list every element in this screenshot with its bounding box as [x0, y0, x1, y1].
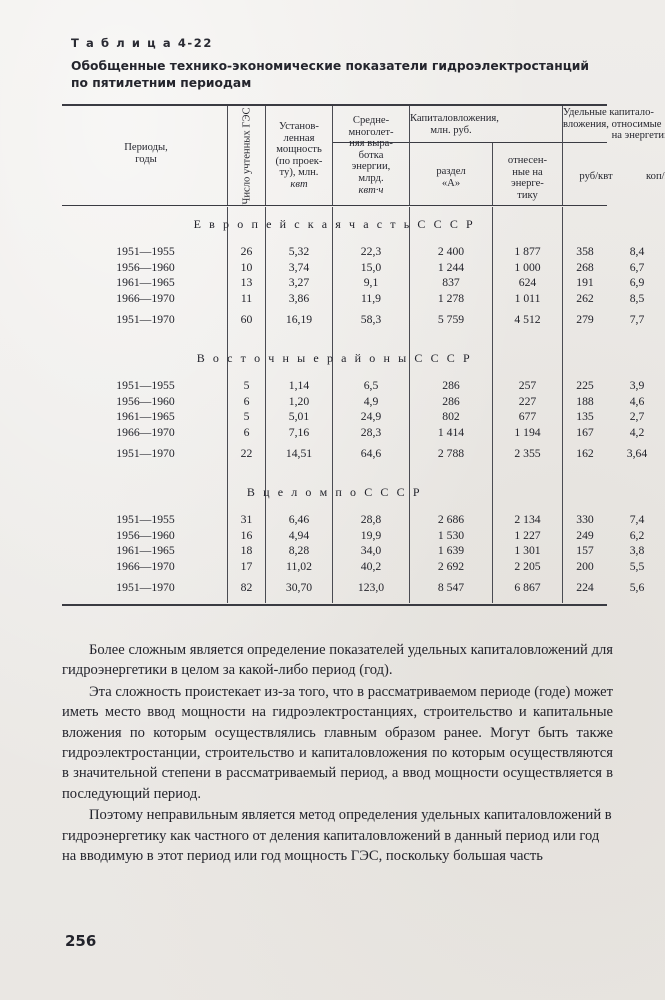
- header-rub-per-kvt: руб/квт: [579, 171, 613, 182]
- table-row: 1961—1965 18 8,28 34,0 1 639 1 301 157 3…: [116, 544, 645, 558]
- table-title-line-1: Обобщенные технико-экономические показат…: [71, 59, 590, 73]
- header-capital-investment-group: Капиталовложения, млн. руб.: [410, 113, 499, 136]
- body-rule-4: [409, 207, 411, 603]
- body-rule-1: [227, 207, 229, 603]
- table-top-rule: [62, 104, 607, 106]
- col-rule-5: [492, 143, 494, 205]
- section-title-european: Е в р о п е й с к а я ч а с т ь С С С Р: [193, 217, 476, 231]
- paragraph-3: Поэтому неправильным является метод опре…: [62, 807, 612, 865]
- col-rule-3: [332, 106, 334, 205]
- paragraph-2: Эта сложность проистекает из-за того, чт…: [62, 683, 613, 802]
- table-row: 1951—1955 26 5,32 22,3 2 400 1 877 358 8…: [116, 245, 645, 258]
- table-row: 1951—1955 31 6,46 28,8 2 686 2 134 330 7…: [116, 513, 645, 526]
- body-rule-2: [265, 207, 267, 603]
- col-rule-2: [265, 106, 267, 205]
- table-title: Обобщенные технико-экономические показат…: [71, 58, 596, 91]
- paragraph-1: Более сложным является определение показ…: [62, 642, 613, 679]
- page-content: Т а б л и ц а 4-22 Обобщенные технико-эк…: [62, 0, 665, 1000]
- body-rule-6: [562, 207, 564, 603]
- section-title-ussr-total: В ц е л о м п о С С С Р: [246, 485, 423, 499]
- col-rule-6: [562, 106, 564, 205]
- header-installed-capacity: Установ- ленная мощность (по проек- ту),…: [275, 121, 323, 190]
- table-row: 1961—1965 13 3,27 9,1 837 624 191 6,9: [116, 276, 645, 290]
- table-bottom-rule: [62, 604, 607, 607]
- body-text: Более сложным является определение показ…: [62, 640, 613, 867]
- header-mid-rule: [332, 142, 607, 144]
- table-number: Т а б л и ц а 4-22: [71, 36, 214, 50]
- data-table: Периоды, годы Число учтенных ГЭС Установ…: [62, 104, 665, 607]
- page-number: 256: [65, 932, 97, 950]
- col-rule-1: [227, 106, 229, 205]
- header-average-output: Средне- многолет- няя выра- ботка энерги…: [348, 115, 394, 196]
- table-row: 1956—1960 10 3,74 15,0 1 244 1 000 268 6…: [116, 260, 645, 274]
- header-kop-per-kvtch: коп/квт·ч: [646, 171, 665, 182]
- header-periods: Периоды, годы: [124, 142, 168, 165]
- table-row: 1961—1965 5 5,01 24,9 802 677 135 2,7: [116, 410, 645, 424]
- table-title-line-2: по пятилетним периодам: [71, 75, 252, 90]
- header-bottom-rule: [62, 205, 607, 207]
- table-row-total: 1951—1970 60 16,19 58,3 5 759 4 512 279 …: [116, 313, 645, 326]
- header-section-a: раздел «А»: [436, 166, 466, 189]
- header-specific-investment-group: Удельные капитало- вложения, относимые н…: [563, 107, 665, 142]
- section-title-eastern: В о с т о ч н ы е р а й о н ы С С С Р: [196, 351, 473, 365]
- table-row: 1956—1960 16 4,94 19,9 1 530 1 227 249 6…: [116, 528, 645, 542]
- table-row: 1966—1970 11 3,86 11,9 1 278 1 011 262 8…: [116, 291, 645, 305]
- col-rule-4: [409, 106, 411, 205]
- table-row-total: 1951—1970 82 30,70 123,0 8 547 6 867 224…: [116, 581, 645, 594]
- body-rule-5: [492, 207, 494, 603]
- table-row: 1951—1955 5 1,14 6,5 286 257 225 3,9: [116, 379, 645, 392]
- table-row-total: 1951—1970 22 14,51 64,6 2 788 2 355 162 …: [116, 447, 648, 460]
- table-row: 1956—1960 6 1,20 4,9 286 227 188 4,6: [116, 394, 645, 408]
- table-row: 1966—1970 17 11,02 40,2 2 692 2 205 200 …: [116, 559, 645, 573]
- body-rule-3: [332, 207, 334, 603]
- table-row: 1966—1970 6 7,16 28,3 1 414 1 194 167 4,…: [116, 425, 645, 439]
- header-ges-count: Число учтенных ГЭС: [241, 106, 252, 205]
- header-attributed-to-energy: отнесен- ные на энерге- тику: [507, 155, 548, 201]
